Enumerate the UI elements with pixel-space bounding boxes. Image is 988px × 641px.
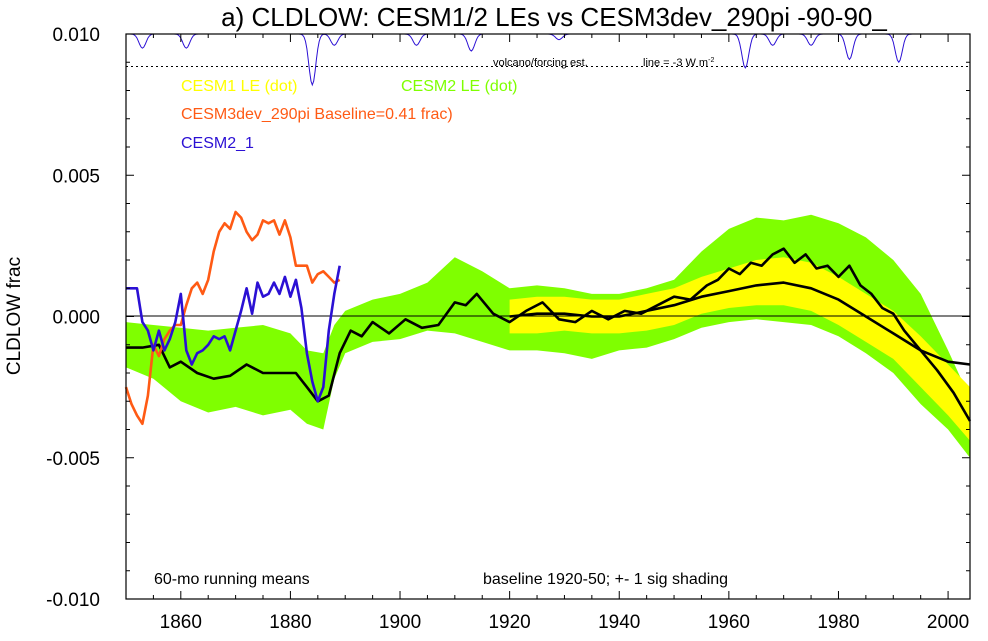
legend-cesm2-le: CESM2 LE (dot) xyxy=(401,78,517,95)
y-tick-label: 0.000 xyxy=(52,308,100,329)
series-line-cesm2-le-mean xyxy=(126,247,972,422)
y-tick-label: 0.005 xyxy=(52,166,100,187)
x-tick-label: 1900 xyxy=(379,612,421,633)
x-tick-label: 1860 xyxy=(160,612,202,633)
x-tick-label: 1980 xyxy=(817,612,859,633)
chart-title: a) CLDLOW: CESM1/2 LEs vs CESM3dev_290pi… xyxy=(221,2,887,32)
x-tick-label: 1920 xyxy=(488,612,530,633)
axis-ticks: 1860 1880 1900 1920 1940 1960 1980 2000 0.010 0.0… xyxy=(46,25,970,633)
scale-annotation: line = -3 W m-2 xyxy=(643,57,714,69)
series-line-cesm2-1 xyxy=(126,265,341,403)
y-axis-label: CLDLOW frac xyxy=(4,257,25,375)
legend-cesm2-1: CESM2_1 xyxy=(181,135,254,152)
volcano-annotation: volcano/forcing est. xyxy=(493,57,588,69)
legend-cesm3dev: CESM3dev_290pi Baseline=0.41 frac) xyxy=(181,106,453,123)
shading-bands xyxy=(126,214,970,458)
y-tick-label: -0.010 xyxy=(46,590,100,611)
band-cesm2-le-dot xyxy=(126,214,970,458)
series-lines xyxy=(124,210,972,426)
scale-annotation-text: line = -3 W m xyxy=(643,57,708,69)
running-means-note: 60-mo running means xyxy=(154,571,310,588)
y-tick-label: 0.010 xyxy=(52,25,100,46)
series-line-cesm1-le-mean xyxy=(509,281,971,366)
scale-annotation-superscript: -2 xyxy=(708,57,714,64)
x-tick-label: 1940 xyxy=(598,612,640,633)
legend-cesm1-le: CESM1 LE (dot) xyxy=(181,78,297,95)
band-cesm1-le-dot xyxy=(509,257,970,441)
y-tick-label: -0.005 xyxy=(46,449,100,470)
x-tick-label: 2000 xyxy=(927,612,969,633)
x-tick-label: 1960 xyxy=(708,612,750,633)
baseline-note: baseline 1920-50; +- 1 sig shading xyxy=(483,571,728,588)
x-tick-label: 1880 xyxy=(269,612,311,633)
series-line-cesm3dev-290pi-baseline-0-41-frac xyxy=(124,210,341,426)
